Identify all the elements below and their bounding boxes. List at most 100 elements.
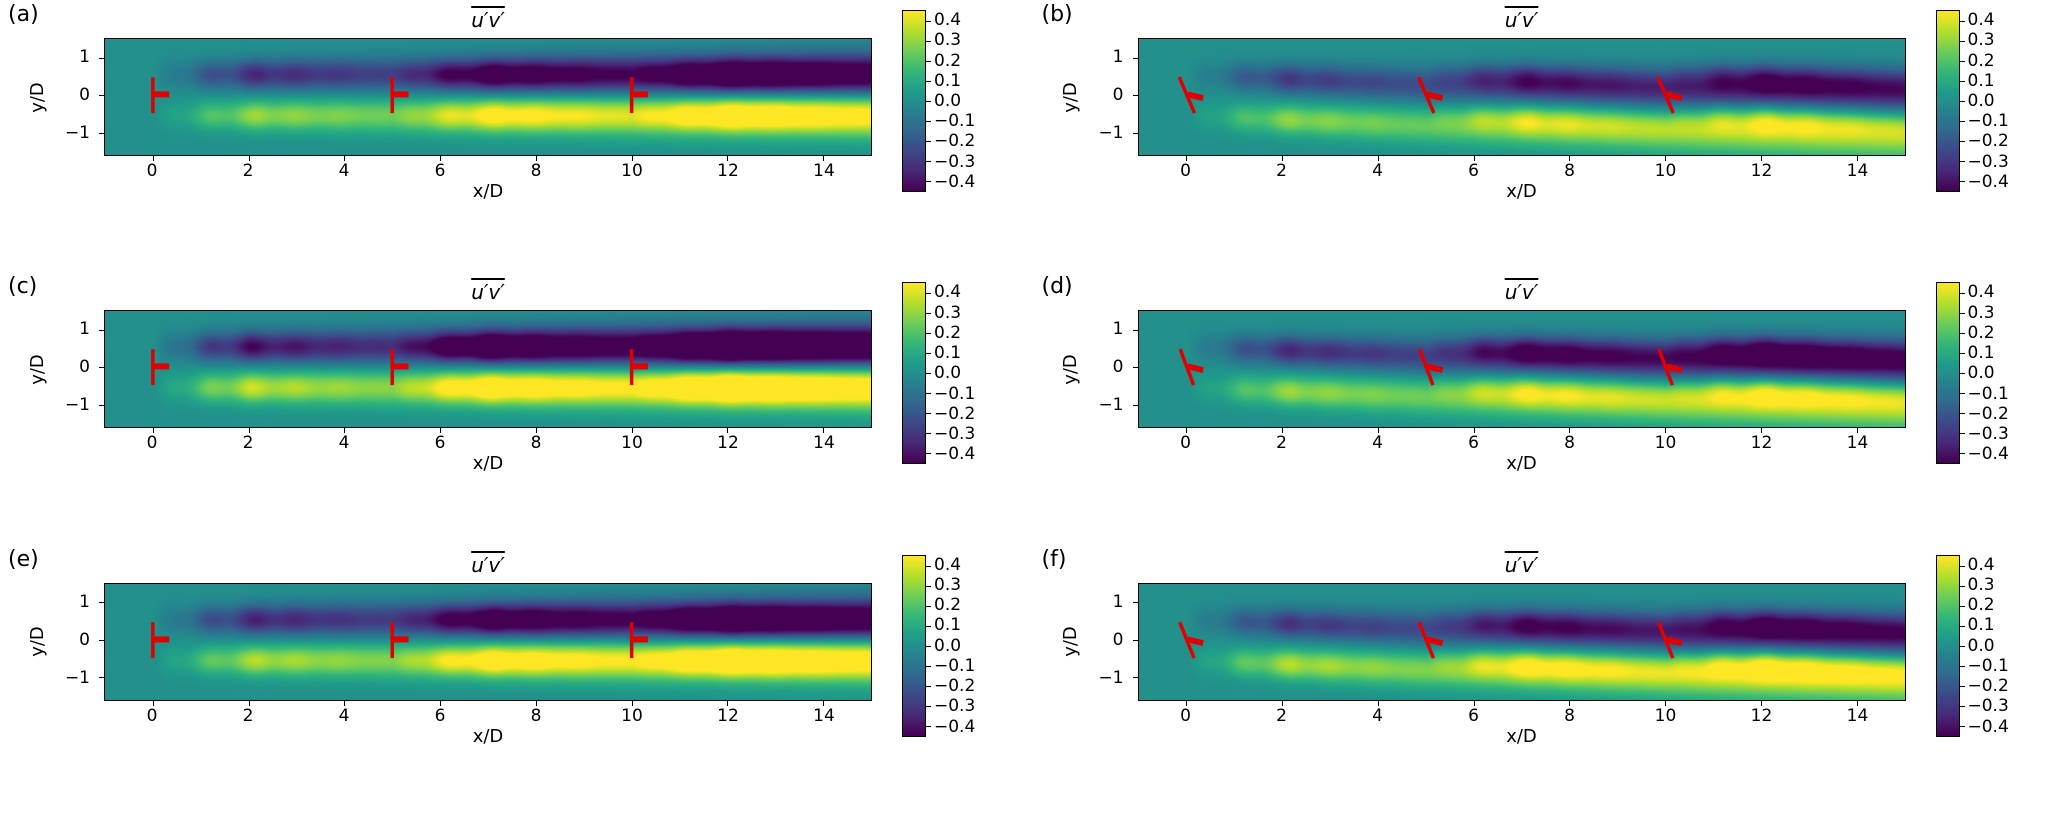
y-tick-label: 1 — [79, 591, 90, 612]
x-tick-mark — [1473, 428, 1475, 434]
colorbar-canvas — [903, 283, 925, 464]
panel-label: (f) — [1041, 546, 1067, 572]
colorbar-tick-label: −0.3 — [934, 151, 976, 172]
y-tick-mark — [99, 602, 104, 604]
heatmap-canvas — [105, 311, 871, 428]
colorbar-tick-mark — [1959, 705, 1965, 707]
heatmap-plot — [1132, 582, 1906, 706]
colorbar-tick-label: 0.4 — [934, 554, 962, 575]
colorbar-tick-label: 0.2 — [934, 322, 962, 343]
colorbar-tick-mark — [926, 413, 931, 415]
y-tick-mark — [99, 57, 104, 59]
x-tick-label: 8 — [1564, 161, 1575, 181]
y-tick-mark — [99, 367, 104, 369]
x-tick-label: 6 — [434, 433, 446, 454]
y-tick-label: 0 — [1112, 85, 1124, 106]
x-tick-label: 14 — [813, 433, 835, 454]
turbine-markers — [105, 311, 871, 427]
colorbar-tick-label: −0.1 — [934, 383, 976, 404]
x-tick-label: 12 — [1750, 161, 1773, 181]
x-tick-label: 2 — [1276, 161, 1287, 181]
colorbar-tick-label: −0.1 — [1967, 383, 2009, 404]
x-tick-mark — [727, 428, 729, 434]
colorbar-tick-mark — [1959, 20, 1965, 22]
turbine-hub-marker — [1427, 639, 1442, 643]
colorbar-canvas — [1936, 555, 1959, 736]
x-tick-label: 8 — [530, 705, 542, 726]
x-tick-mark — [440, 700, 442, 706]
x-tick-label: 6 — [434, 161, 446, 181]
colorbar-tick-mark — [1959, 293, 1965, 295]
turbine-hub-marker — [1187, 367, 1202, 371]
x-tick-mark — [152, 700, 154, 706]
turbine-rotor-line — [1179, 622, 1193, 658]
x-tick-label: 0 — [1180, 161, 1191, 181]
colorbar-tick-label: 0.0 — [934, 91, 962, 111]
colorbar-tick-mark — [1959, 565, 1965, 567]
x-tick-label: 12 — [1750, 705, 1773, 726]
colorbar-tick-label: 0.0 — [1967, 363, 1995, 384]
y-tick-mark — [1132, 95, 1138, 97]
colorbar-tick-mark — [1959, 313, 1965, 315]
x-tick-mark — [344, 428, 346, 434]
x-tick-label: 14 — [1846, 433, 1869, 454]
x-tick-mark — [1377, 156, 1379, 161]
colorbar-tick-label: −0.4 — [934, 171, 976, 192]
panel-b: (b) u′v′ y/D 1 0 −1 0 2 4 6 8 10 12 14 x/D 0.4 0.3… — [1034, 0, 2067, 272]
plot-title: u′v′ — [1138, 280, 1906, 304]
x-tick-labels: 0 2 4 6 8 10 12 14 — [104, 161, 872, 181]
colorbar-tick-label: −0.4 — [1967, 444, 2009, 465]
x-tick-mark — [1282, 156, 1284, 161]
x-axis-label: x/D — [472, 181, 504, 202]
x-tick-label: 6 — [1468, 705, 1479, 726]
x-axis-label: x/D — [1506, 453, 1537, 475]
y-tick-label: 0 — [79, 85, 90, 106]
x-tick-label: 10 — [621, 433, 643, 454]
y-tick-mark — [99, 404, 104, 406]
x-tick-label: 12 — [717, 433, 739, 454]
colorbar-tick-label: 0.4 — [934, 282, 962, 303]
y-tick-mark — [1132, 132, 1138, 134]
x-tick-label: 4 — [1372, 161, 1383, 181]
x-tick-label: 4 — [338, 161, 350, 181]
colorbar-tick-mark — [926, 353, 931, 355]
colorbar-tick-mark — [1959, 585, 1965, 587]
y-tick-label: 1 — [1112, 47, 1124, 68]
x-tick-mark — [631, 156, 633, 161]
y-tick-mark — [99, 639, 104, 641]
colorbar-tick-label: −0.1 — [1967, 655, 2009, 676]
x-tick-label: 10 — [1654, 705, 1677, 726]
y-axis-label: y/D — [1060, 38, 1082, 156]
y-tick-labels: 1 0 −1 — [56, 583, 98, 701]
x-tick-mark — [1760, 700, 1762, 706]
colorbar-tick-label: 0.1 — [1967, 343, 1995, 364]
x-axis-label: x/D — [1506, 725, 1537, 747]
y-tick-mark — [1132, 602, 1138, 604]
colorbar — [1935, 554, 1965, 737]
heatmap-plot — [99, 310, 872, 434]
x-tick-mark — [535, 156, 537, 161]
x-tick-mark — [1473, 156, 1475, 161]
y-tick-mark — [99, 95, 104, 97]
colorbar-tick-label: −0.2 — [1967, 131, 2009, 152]
colorbar-tick-label: −0.2 — [934, 676, 976, 697]
x-tick-label: 4 — [338, 433, 350, 454]
x-tick-label: 2 — [1276, 433, 1287, 454]
colorbar-tick-label: 0.1 — [1967, 615, 1995, 636]
x-tick-label: 2 — [242, 433, 254, 454]
colorbar-tick-mark — [1959, 141, 1965, 142]
x-tick-mark — [1665, 700, 1667, 706]
y-tick-label: −1 — [64, 123, 90, 144]
colorbar-tick-mark — [926, 101, 931, 102]
y-axis-label-text: y/D — [26, 626, 48, 657]
turbine-markers — [105, 584, 871, 700]
plot-title-text: u′v′ — [471, 8, 505, 32]
colorbar-tick-label: 0.2 — [1967, 595, 1995, 616]
colorbar-tick-mark — [1959, 181, 1965, 182]
colorbar-tick-mark — [1959, 41, 1965, 42]
y-tick-labels: 1 0 −1 — [1090, 38, 1132, 156]
colorbar-tick-mark — [1959, 685, 1965, 687]
colorbar-tick-mark — [1959, 101, 1965, 102]
colorbar-tick-mark — [1959, 393, 1965, 395]
